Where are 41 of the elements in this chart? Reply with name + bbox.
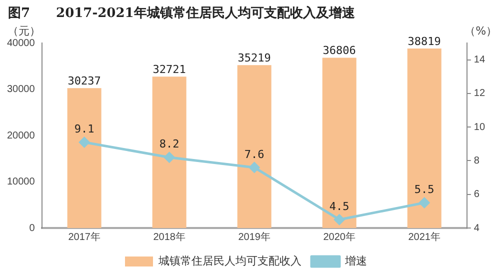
y2-tick-label: 12 — [474, 88, 486, 100]
y-tick-label: 30000 — [6, 84, 36, 95]
x-tick-label: 2018年 — [153, 230, 186, 243]
bar — [152, 76, 186, 228]
y-tick-label: 0 — [29, 222, 36, 234]
bar — [407, 48, 442, 228]
x-tick-label: 2017年 — [68, 230, 100, 243]
data-label: 36806 — [322, 44, 356, 58]
data-label: 9.1 — [74, 122, 94, 136]
data-label: 8.2 — [159, 138, 180, 151]
y2-tick-label: 8 — [474, 155, 480, 166]
x-tick-label: 2019年 — [238, 230, 270, 243]
y2-axis-title: （%） — [464, 24, 492, 38]
y-tick-label: 40000 — [6, 38, 36, 49]
x-tick-label: 2020年 — [323, 230, 356, 243]
y2-tick-label: 4 — [474, 222, 480, 234]
data-label: 32721 — [152, 63, 186, 76]
chart-title: 图7 2017-2021年城镇常住居民人均可支配收入及增速 — [8, 4, 355, 22]
data-label: 35219 — [238, 51, 271, 64]
data-label: 7.6 — [244, 148, 264, 161]
legend-label: 增速 — [344, 254, 367, 268]
y-axis-title: （元） — [7, 24, 40, 38]
data-label: 5.5 — [414, 183, 434, 196]
y2-tick-label: 14 — [474, 54, 486, 66]
bar — [322, 58, 356, 228]
data-label: 30237 — [68, 74, 101, 88]
y2-tick-label: 6 — [474, 189, 480, 200]
x-tick-label: 2021年 — [408, 230, 440, 243]
point — [79, 136, 90, 148]
y-tick-label: 20000 — [6, 130, 36, 142]
point — [164, 152, 175, 163]
legend-label: 城镇常住居民人均可支配收入 — [158, 254, 302, 268]
data-label: 38819 — [408, 34, 441, 48]
bar — [237, 65, 272, 228]
data-label: 4.5 — [329, 200, 350, 213]
point — [334, 214, 345, 225]
y-tick-label: 10000 — [6, 176, 36, 188]
point — [249, 162, 260, 173]
point — [419, 198, 430, 208]
bar — [67, 88, 102, 228]
y2-tick-label: 10 — [474, 122, 486, 133]
